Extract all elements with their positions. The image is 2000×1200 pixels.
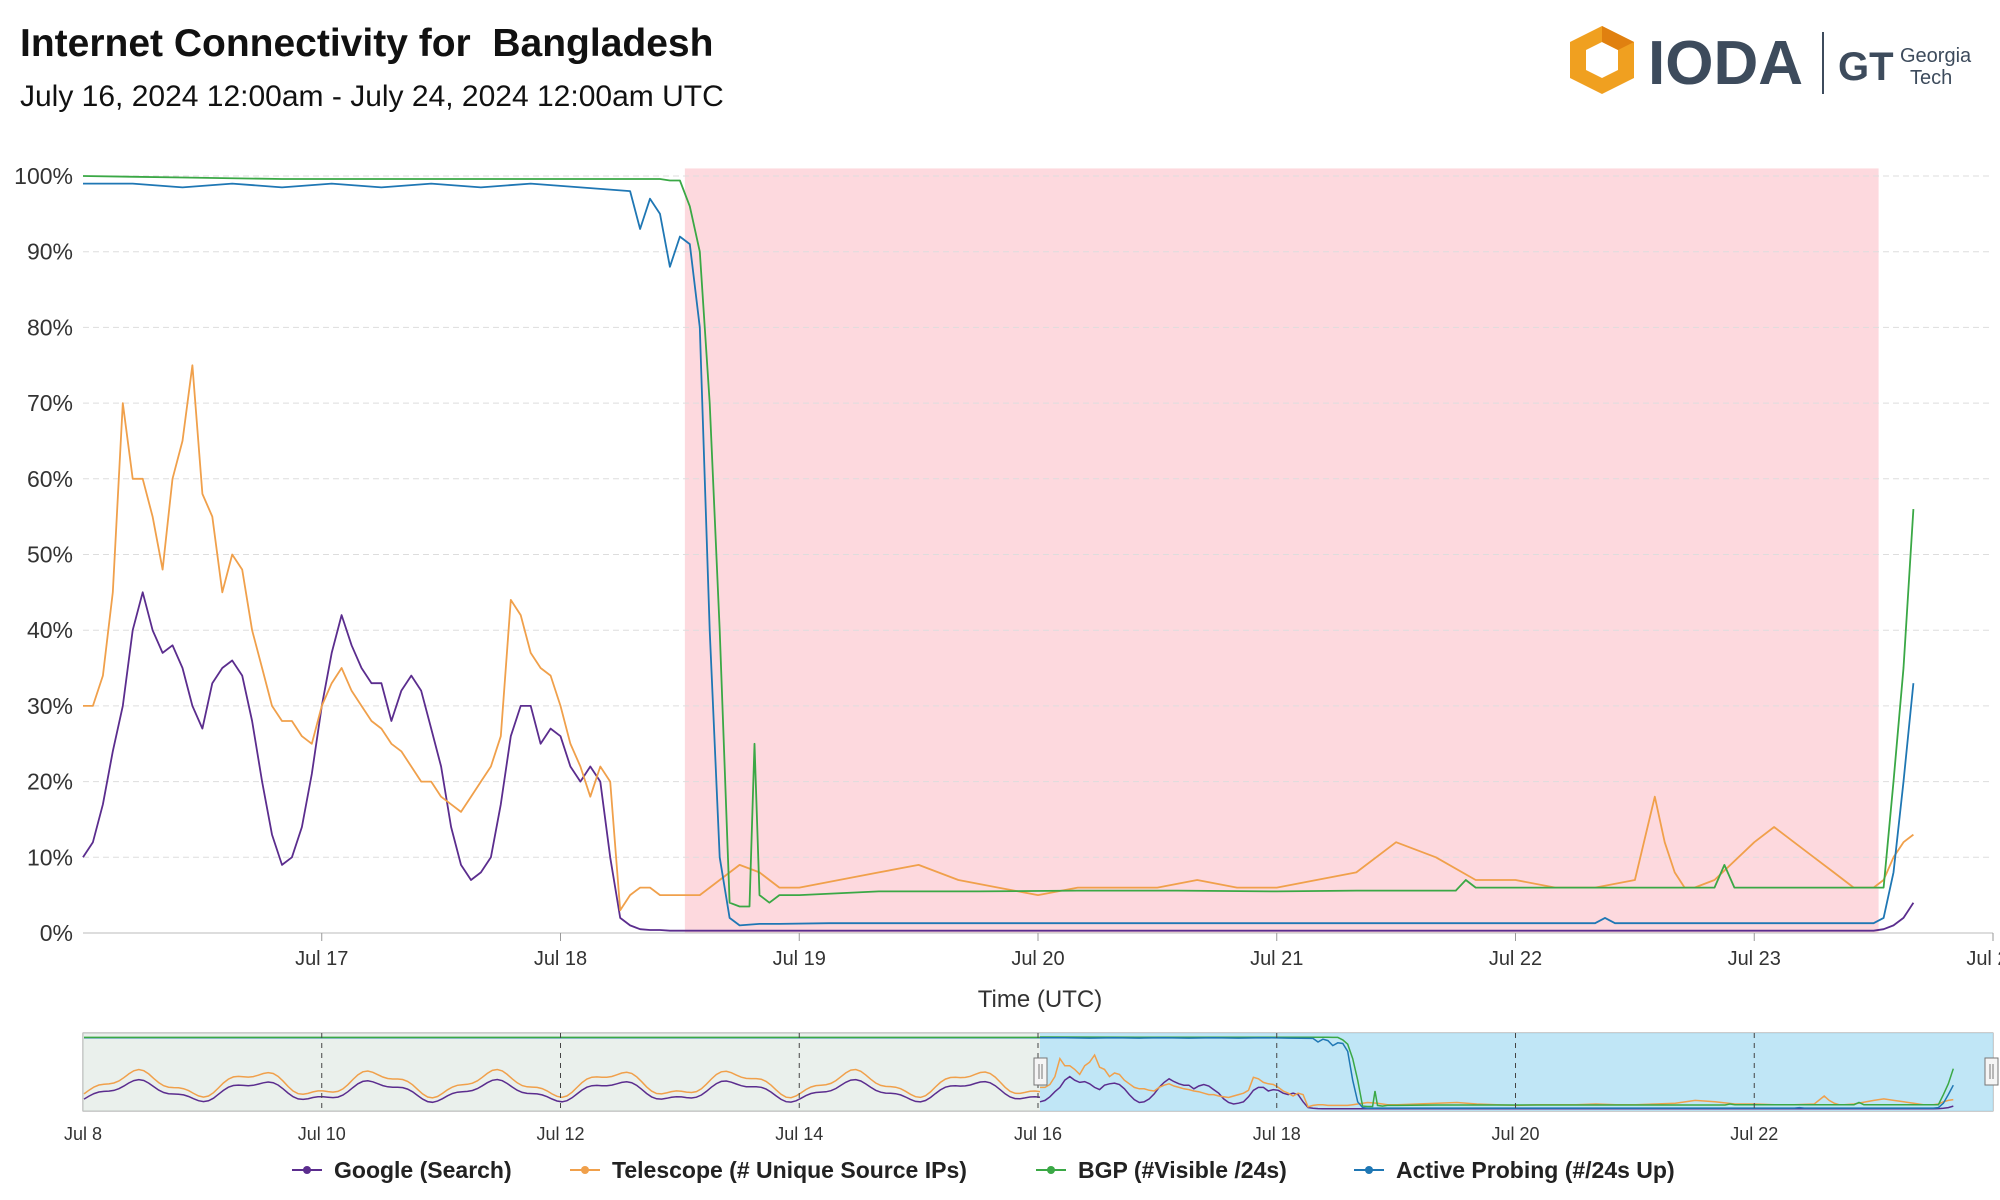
navigator-selected-range[interactable]: [1040, 1033, 1993, 1111]
navigator-series: [83, 1036, 1955, 1110]
chart-legend: Google (Search) Telescope (# Unique Sour…: [0, 1152, 2000, 1188]
ioda-georgia-tech-logo: IODA GT Georgia Tech: [1570, 26, 1972, 98]
legend-label: BGP (#Visible /24s): [1078, 1156, 1287, 1183]
navigator-tick-label: Jul 20: [1491, 1124, 1539, 1144]
navigator-tick-label: Jul 10: [298, 1124, 346, 1144]
x-axis-label: Time (UTC): [978, 986, 1102, 1013]
navigator-tick-label: Jul 14: [775, 1124, 823, 1144]
y-tick-label: 20%: [27, 769, 73, 795]
legend-item-google[interactable]: Google (Search): [292, 1152, 512, 1188]
legend-swatch-dot: [1365, 1166, 1373, 1174]
x-tick-label: Jul 18: [534, 948, 587, 970]
tech-text: Tech: [1910, 67, 1952, 89]
y-tick-label: 100%: [14, 163, 73, 189]
navigator-ticks: Jul 8 Jul 10 Jul 12 Jul 14 Jul 16 Jul 18 Jul 2…: [64, 1033, 1778, 1144]
x-tick-label: Jul 21: [1250, 948, 1303, 970]
y-tick-label: 30%: [27, 693, 73, 719]
y-tick-label: 0%: [40, 920, 73, 946]
navigator-tick-label: Jul 12: [536, 1124, 584, 1144]
y-tick-label: 40%: [27, 617, 73, 643]
navigator-tick-label: Jul 18: [1253, 1124, 1301, 1144]
navigator-tick-label: Jul 8: [64, 1124, 102, 1144]
outage-band-group: [684, 168, 1879, 933]
connectivity-chart: 0% 10% 20% 30% 40% 50% 60% 70% 80% 90% 100% Jul 17…: [14, 163, 2000, 1144]
navigator-right-handle[interactable]: [1984, 1057, 1999, 1086]
outage-band: [684, 168, 1879, 933]
y-tick-label: 50%: [27, 542, 73, 568]
legend-label: Google (Search): [334, 1156, 512, 1183]
y-tick-label: 90%: [27, 239, 73, 265]
y-tick-label: 70%: [27, 390, 73, 416]
time-navigator[interactable]: Jul 8 Jul 10 Jul 12 Jul 14 Jul 16 Jul 18 Jul 2…: [64, 1032, 1999, 1144]
legend-swatch-dot: [581, 1166, 589, 1174]
navigator-left-handle[interactable]: [1033, 1057, 1048, 1086]
x-tick-label: Jul 24: [1966, 948, 2000, 970]
navigator-shaded-past: [83, 1033, 1040, 1111]
legend-item-active-probing[interactable]: Active Probing (#/24s Up): [1354, 1152, 1675, 1188]
series-line-active-probing-s-up-[interactable]: [83, 182, 1915, 927]
georgia-text: Georgia: [1900, 45, 1972, 67]
x-tick-label: Jul 23: [1728, 948, 1781, 970]
legend-item-bgp[interactable]: BGP (#Visible /24s): [1036, 1152, 1287, 1188]
ioda-wordmark: IODA: [1648, 29, 1803, 98]
navigator-tick-label: Jul 22: [1730, 1124, 1778, 1144]
x-tick-label: Jul 19: [773, 948, 826, 970]
series-lines: [82, 175, 1915, 932]
legend-swatch-dot: [1047, 1166, 1055, 1174]
navigator-tick-label: Jul 16: [1014, 1124, 1062, 1144]
navigator-history-line: [83, 1078, 1041, 1104]
main-plot-area: 0% 10% 20% 30% 40% 50% 60% 70% 80% 90% 100% Jul 17…: [14, 163, 2000, 1013]
legend-item-telescope[interactable]: Telescope (# Unique Source IPs): [570, 1152, 967, 1188]
y-tick-label: 80%: [27, 314, 73, 340]
legend-swatch-dot: [303, 1166, 311, 1174]
legend-label: Telescope (# Unique Source IPs): [612, 1156, 967, 1183]
legend-label: Active Probing (#/24s Up): [1396, 1156, 1675, 1183]
series-line-telescope-unique-source-ips-[interactable]: [83, 364, 1914, 912]
chart-title: Internet Connectivity for Bangladesh: [20, 22, 714, 65]
y-tick-label: 10%: [27, 844, 73, 870]
y-tick-label: 60%: [27, 466, 73, 492]
series-line-bgp-visible-s-[interactable]: [82, 175, 1915, 908]
x-tick-label: Jul 22: [1489, 948, 1542, 970]
navigator-line: [1040, 1036, 1954, 1110]
navigator-line: [1039, 1036, 1955, 1108]
series-line-google-search-[interactable]: [82, 591, 1915, 932]
ioda-hexagon-icon: [1570, 26, 1634, 94]
chart-date-range: July 16, 2024 12:00am - July 24, 2024 12…: [20, 80, 724, 113]
x-tick-label: Jul 17: [295, 948, 348, 970]
navigator-history-line: [83, 1068, 1041, 1099]
x-tick-label: Jul 20: [1011, 948, 1064, 970]
x-axis-ticks: Jul 17 Jul 18 Jul 19 Jul 20 Jul 21 Jul 22 Jul …: [295, 933, 2000, 970]
gt-mark: GT: [1838, 45, 1894, 89]
y-axis-ticks: 0% 10% 20% 30% 40% 50% 60% 70% 80% 90% 100%: [14, 163, 73, 946]
